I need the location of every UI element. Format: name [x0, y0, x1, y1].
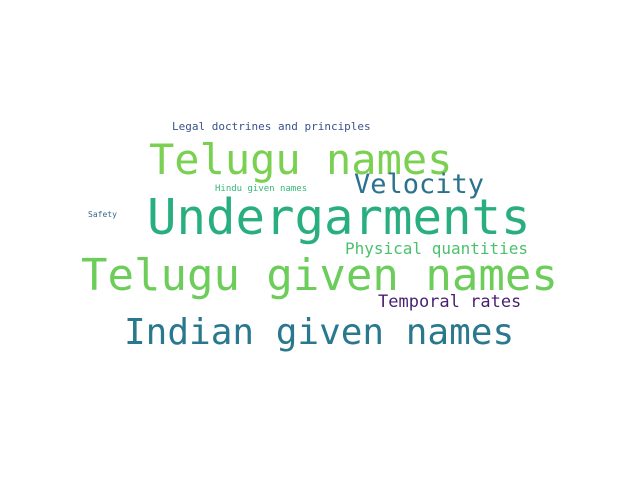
word-legal-doctrines: Legal doctrines and principles — [172, 120, 371, 133]
word-telugu-names: Telugu names — [149, 135, 453, 184]
word-physical-quantities: Physical quantities — [345, 239, 529, 258]
word-velocity: Velocity — [354, 169, 485, 200]
word-telugu-given-names: Telugu given names — [81, 250, 558, 301]
word-undergarments: Undergarments — [147, 189, 531, 246]
word-indian-given-names: Indian given names — [124, 312, 515, 353]
word-hindu-given-names: Hindu given names — [215, 184, 308, 194]
word-temporal-rates: Temporal rates — [378, 292, 522, 312]
word-safety: Safety — [88, 210, 117, 219]
